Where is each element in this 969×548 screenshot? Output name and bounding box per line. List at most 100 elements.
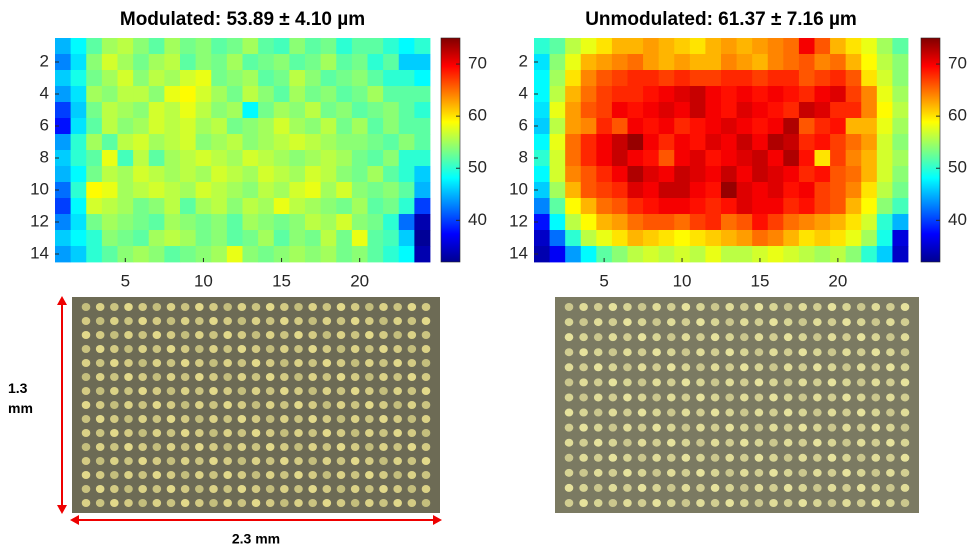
photo-dot bbox=[237, 485, 247, 493]
heat-cell bbox=[736, 150, 753, 167]
heat-cell bbox=[273, 102, 290, 119]
photo-dot bbox=[666, 303, 676, 311]
heat-cell bbox=[611, 198, 628, 215]
photo-dot bbox=[579, 499, 588, 507]
heat-cell bbox=[830, 214, 847, 231]
heat-cell bbox=[195, 70, 212, 87]
photo-dot bbox=[421, 317, 431, 325]
heat-cell bbox=[133, 70, 150, 87]
heat-cell bbox=[70, 214, 87, 231]
photo-dot bbox=[195, 499, 204, 507]
heat-cell bbox=[876, 182, 893, 199]
photo-dot bbox=[754, 333, 764, 342]
photo-dot bbox=[294, 499, 303, 507]
x-tick-label: 20 bbox=[828, 271, 847, 290]
heat-cell bbox=[289, 102, 306, 119]
photo-dot bbox=[769, 468, 778, 477]
photo-dot bbox=[856, 318, 866, 327]
heat-cell bbox=[148, 214, 165, 231]
photo-dot bbox=[379, 387, 388, 395]
photo-dot bbox=[393, 359, 402, 367]
heat-cell bbox=[164, 230, 181, 247]
heat-cell bbox=[767, 134, 784, 151]
heat-cell bbox=[70, 86, 87, 103]
heat-cell bbox=[580, 102, 597, 119]
photo-dot bbox=[579, 348, 588, 357]
photo-dot bbox=[294, 359, 303, 367]
heat-cell bbox=[534, 198, 550, 215]
heat-cell bbox=[689, 38, 706, 55]
heat-cell bbox=[211, 86, 228, 103]
colorbar-tick-label: 70 bbox=[468, 54, 487, 73]
heat-cell bbox=[180, 198, 197, 215]
heat-cell bbox=[549, 230, 566, 247]
heat-cell bbox=[414, 230, 431, 247]
photo-dot bbox=[783, 408, 793, 417]
heat-cell bbox=[195, 54, 212, 71]
heat-cell bbox=[117, 246, 134, 263]
photo-dot bbox=[798, 303, 808, 311]
x-tick-label: 10 bbox=[673, 271, 692, 290]
heat-cell bbox=[767, 198, 784, 215]
photo-dot bbox=[237, 499, 247, 507]
photo-dot bbox=[900, 363, 910, 372]
heat-cell bbox=[180, 118, 197, 135]
heat-cell bbox=[767, 150, 784, 167]
heat-cell bbox=[565, 134, 582, 151]
heat-cell bbox=[86, 38, 103, 55]
photo-dot bbox=[783, 348, 793, 357]
photo-dot bbox=[152, 359, 162, 367]
photo-dot bbox=[124, 303, 133, 311]
photo-dot bbox=[265, 443, 275, 451]
photo-dot bbox=[842, 393, 851, 402]
heat-cell bbox=[305, 134, 322, 151]
photo-dot bbox=[124, 471, 133, 479]
photo-dot bbox=[407, 359, 417, 367]
photo-dot bbox=[623, 499, 632, 507]
heat-cell bbox=[117, 214, 134, 231]
heat-cell bbox=[643, 70, 660, 87]
photo-dot bbox=[842, 348, 851, 357]
photo-dot bbox=[652, 318, 661, 327]
photo-dot bbox=[265, 317, 275, 325]
heat-cell bbox=[752, 86, 769, 103]
photo-dot bbox=[900, 453, 910, 462]
heat-cell bbox=[892, 86, 909, 103]
heat-cell bbox=[258, 134, 275, 151]
photo-dot bbox=[681, 408, 691, 417]
photo-dot bbox=[308, 359, 317, 367]
heat-cell bbox=[117, 230, 134, 247]
heat-cell bbox=[70, 38, 87, 55]
photo-dot bbox=[180, 485, 190, 493]
photo-dot bbox=[813, 468, 822, 477]
heat-cell bbox=[549, 70, 566, 87]
photo-dot bbox=[827, 318, 837, 327]
photo-dot bbox=[769, 453, 778, 462]
photo-dot bbox=[110, 443, 119, 451]
photo-dot bbox=[421, 429, 431, 437]
heat-cell bbox=[580, 182, 597, 199]
photo-dot bbox=[886, 408, 895, 417]
heat-cell bbox=[580, 38, 597, 55]
photo-dot bbox=[725, 318, 734, 327]
heat-cell bbox=[336, 134, 353, 151]
photo-dot bbox=[379, 345, 388, 353]
photo-dot bbox=[652, 499, 661, 507]
heat-cell bbox=[336, 182, 353, 199]
heat-cell bbox=[86, 118, 103, 135]
photo-dot bbox=[886, 438, 895, 447]
photo-dot bbox=[798, 318, 808, 327]
photo-dot bbox=[138, 415, 147, 423]
photo-dot bbox=[842, 333, 851, 342]
photo-dot bbox=[81, 359, 91, 367]
heat-cell bbox=[273, 134, 290, 151]
photo-dot bbox=[294, 443, 303, 451]
photo-dot bbox=[209, 485, 218, 493]
photo-dot bbox=[666, 378, 676, 387]
heat-cell bbox=[211, 182, 228, 199]
heat-cell bbox=[830, 118, 847, 135]
photo-dot bbox=[593, 393, 603, 402]
photo-dot bbox=[783, 318, 793, 327]
heat-cell bbox=[148, 70, 165, 87]
photo-dot bbox=[209, 359, 218, 367]
